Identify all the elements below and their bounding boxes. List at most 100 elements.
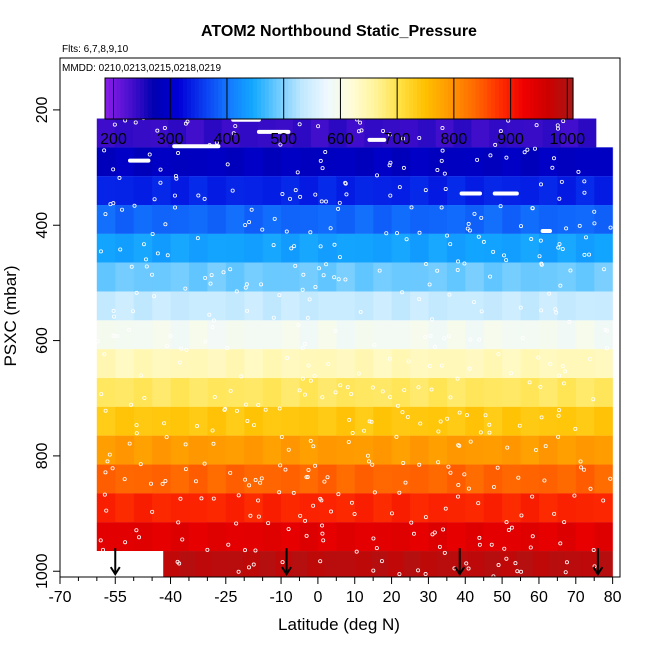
band-4-cell-13: [336, 205, 356, 234]
band-12-cell-14: [354, 435, 374, 465]
obs-point: [243, 223, 248, 228]
obs-point: [457, 410, 462, 415]
obs-point: [115, 334, 120, 339]
band-6-cell-27: [594, 262, 614, 292]
band-1-cell-12: [310, 118, 330, 148]
band-10-cell-21: [483, 378, 503, 407]
band-15-cell-7: [225, 522, 245, 552]
colorbar-swatch: [561, 78, 566, 119]
band-10-cell-1: [115, 378, 135, 407]
band-9-cell-1: [115, 349, 135, 379]
band-12-cell-24: [538, 435, 558, 465]
obs-point: [379, 559, 384, 564]
band-11-cell-7: [225, 406, 245, 436]
band-2-cell-0: [96, 147, 116, 177]
obs-point: [552, 511, 557, 516]
band-5-cell-2: [133, 233, 153, 263]
colorbar-swatch: [518, 78, 523, 119]
obs-point: [438, 419, 443, 424]
obs-point: [543, 444, 548, 449]
obs-point: [370, 462, 375, 467]
obs-point: [162, 421, 167, 426]
obs-point: [483, 413, 488, 418]
obs-point: [118, 247, 123, 252]
obs-point: [388, 160, 393, 165]
band-15-cell-17: [410, 522, 429, 552]
obs-point: [442, 171, 447, 176]
obs-point: [359, 128, 364, 133]
obs-point: [491, 249, 496, 254]
obs-point: [436, 429, 441, 434]
band-14-cell-26: [575, 493, 595, 523]
band-16-cell-20: [484, 551, 501, 577]
band-10-cell-20: [465, 378, 485, 407]
colorbar-swatch: [179, 78, 184, 119]
colorbar-tick-label-1000: 1000: [550, 131, 586, 148]
obs-point: [466, 566, 471, 571]
colorbar-swatch: [124, 78, 129, 119]
band-12-cell-22: [502, 435, 522, 465]
obs-point: [477, 542, 482, 547]
band-10-cell-27: [594, 378, 614, 407]
band-12-cell-23: [520, 435, 540, 465]
obs-point: [561, 381, 566, 386]
obs-point: [152, 294, 157, 299]
flights-note: Flts: 6,7,8,9,10: [62, 44, 129, 55]
colorbar-swatch: [506, 78, 512, 119]
band-14-cell-18: [428, 493, 448, 523]
obs-point: [289, 246, 294, 251]
band-8-cell-16: [391, 320, 411, 350]
colorbar-swatch: [522, 78, 527, 119]
band-15-cell-24: [538, 522, 558, 552]
obs-point: [440, 148, 445, 153]
band-3-cell-15: [373, 176, 393, 206]
band-14-cell-5: [188, 493, 208, 523]
band-7-cell-9: [262, 291, 282, 321]
band-5-cell-14: [354, 233, 374, 263]
obs-point: [228, 267, 233, 272]
obs-point: [286, 447, 291, 452]
colorbar-swatch: [264, 78, 270, 119]
obs-point: [604, 346, 609, 351]
obs-point: [557, 373, 562, 378]
obs-point: [343, 181, 348, 186]
colorbar-swatch: [186, 78, 192, 119]
band-3-cell-19: [446, 176, 466, 206]
band-11-cell-19: [446, 406, 466, 436]
obs-point: [430, 317, 435, 322]
colorbar-swatch: [214, 78, 219, 119]
band-10-cell-9: [262, 378, 282, 407]
band-3-cell-13: [336, 176, 356, 206]
obs-point: [456, 259, 461, 264]
band-11-cell-18: [428, 406, 448, 436]
band-14-cell-10: [281, 493, 300, 523]
band-4-cell-16: [391, 205, 411, 234]
band-7-cell-20: [465, 291, 485, 321]
band-6-cell-19: [446, 262, 466, 292]
band-16-cell-2: [195, 551, 212, 577]
obs-point: [99, 392, 104, 397]
obs-point: [248, 513, 253, 518]
colorbar-swatch: [253, 78, 258, 119]
obs-point: [462, 261, 467, 266]
obs-point: [356, 371, 361, 376]
band-6-cell-14: [354, 262, 374, 292]
obs-point: [163, 478, 168, 483]
obs-point: [228, 470, 233, 475]
obs-point: [442, 550, 447, 555]
obs-point: [375, 173, 380, 178]
band-7-cell-19: [446, 291, 466, 321]
band-15-cell-4: [170, 522, 190, 552]
obs-point: [244, 282, 249, 287]
colorbar-swatch: [417, 78, 422, 119]
obs-point: [256, 498, 261, 503]
obs-point: [295, 170, 300, 175]
colorbar-swatch: [459, 78, 465, 119]
band-1-cell-22: [489, 118, 508, 148]
obs-point: [234, 408, 239, 413]
band-11-cell-17: [410, 406, 429, 436]
obs-point: [288, 196, 293, 201]
obs-point: [517, 423, 522, 428]
band-13-cell-14: [354, 464, 374, 494]
obs-point: [236, 493, 241, 498]
